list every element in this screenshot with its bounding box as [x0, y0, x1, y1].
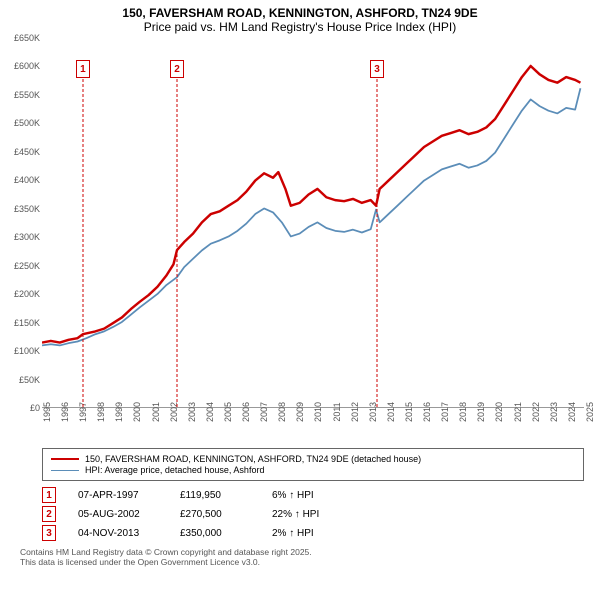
sales-row-pct: 6% ↑ HPI	[272, 490, 342, 501]
y-tick-label: £250K	[14, 261, 40, 271]
sales-row-date: 05-AUG-2002	[78, 509, 158, 520]
sales-row-pct: 2% ↑ HPI	[272, 528, 342, 539]
title-line2: Price paid vs. HM Land Registry's House …	[10, 20, 590, 34]
x-tick-label: 2005	[223, 402, 233, 422]
footer: Contains HM Land Registry data © Crown c…	[20, 547, 584, 567]
sales-row-num: 1	[42, 487, 56, 503]
x-tick-label: 2021	[513, 402, 523, 422]
x-tick-label: 1999	[114, 402, 124, 422]
y-tick-label: £550K	[14, 90, 40, 100]
x-tick-label: 2010	[313, 402, 323, 422]
sales-row-price: £270,500	[180, 509, 250, 520]
sales-row-price: £119,950	[180, 490, 250, 501]
legend-swatch-price-paid	[51, 458, 79, 460]
line-chart-svg	[42, 38, 584, 401]
y-tick-label: £0	[30, 403, 40, 413]
y-tick-label: £600K	[14, 61, 40, 71]
legend-item-hpi: HPI: Average price, detached house, Ashf…	[51, 465, 575, 475]
y-axis: £0£50K£100K£150K£200K£250K£300K£350K£400…	[10, 38, 42, 407]
x-tick-label: 2022	[531, 402, 541, 422]
y-tick-label: £300K	[14, 232, 40, 242]
y-tick-label: £350K	[14, 204, 40, 214]
x-tick-label: 2000	[132, 402, 142, 422]
sale-marker-vline	[177, 79, 178, 407]
x-tick-label: 2019	[476, 402, 486, 422]
y-tick-label: £200K	[14, 289, 40, 299]
sales-row-num: 3	[42, 525, 56, 541]
title-line1: 150, FAVERSHAM ROAD, KENNINGTON, ASHFORD…	[10, 6, 590, 20]
sales-row-date: 07-APR-1997	[78, 490, 158, 501]
series-line-price-paid	[42, 66, 580, 343]
x-tick-label: 1998	[96, 402, 106, 422]
sale-marker: 3	[370, 60, 384, 78]
x-tick-label: 2020	[494, 402, 504, 422]
sale-marker-vline	[376, 79, 377, 407]
x-tick-label: 1995	[42, 402, 52, 422]
x-tick-label: 2016	[422, 402, 432, 422]
series-line-hpi	[42, 88, 580, 345]
x-tick-label: 2015	[404, 402, 414, 422]
legend-item-price-paid: 150, FAVERSHAM ROAD, KENNINGTON, ASHFORD…	[51, 454, 575, 464]
x-tick-label: 2014	[386, 402, 396, 422]
legend-label-price-paid: 150, FAVERSHAM ROAD, KENNINGTON, ASHFORD…	[85, 454, 421, 464]
chart-title: 150, FAVERSHAM ROAD, KENNINGTON, ASHFORD…	[10, 6, 590, 34]
x-tick-label: 2025	[585, 402, 595, 422]
x-tick-label: 2018	[458, 402, 468, 422]
x-tick-label: 2023	[549, 402, 559, 422]
y-tick-label: £450K	[14, 147, 40, 157]
sales-row-pct: 22% ↑ HPI	[272, 509, 342, 520]
legend-label-hpi: HPI: Average price, detached house, Ashf…	[85, 465, 264, 475]
chart-plot-area: £0£50K£100K£150K£200K£250K£300K£350K£400…	[42, 38, 584, 408]
x-tick-label: 2012	[350, 402, 360, 422]
x-tick-label: 2001	[151, 402, 161, 422]
sale-marker-vline	[82, 79, 83, 407]
x-tick-label: 2009	[295, 402, 305, 422]
x-tick-label: 2011	[332, 402, 342, 421]
sales-table: 1 07-APR-1997 £119,950 6% ↑ HPI 2 05-AUG-2002…	[42, 487, 584, 541]
sales-row: 3 04-NOV-2013 £350,000 2% ↑ HPI	[42, 525, 584, 541]
sales-row: 1 07-APR-1997 £119,950 6% ↑ HPI	[42, 487, 584, 503]
y-tick-label: £650K	[14, 33, 40, 43]
y-tick-label: £400K	[14, 175, 40, 185]
x-axis: 1995199619971998199920002001200220032004…	[42, 408, 584, 442]
y-tick-label: £500K	[14, 118, 40, 128]
sale-marker: 1	[76, 60, 90, 78]
x-tick-label: 2024	[567, 402, 577, 422]
y-tick-label: £50K	[19, 375, 40, 385]
legend: 150, FAVERSHAM ROAD, KENNINGTON, ASHFORD…	[42, 448, 584, 481]
x-tick-label: 1996	[60, 402, 70, 422]
legend-swatch-hpi	[51, 470, 79, 471]
x-tick-label: 2006	[241, 402, 251, 422]
sales-row: 2 05-AUG-2002 £270,500 22% ↑ HPI	[42, 506, 584, 522]
x-tick-label: 2007	[259, 402, 269, 422]
y-tick-label: £100K	[14, 346, 40, 356]
y-tick-label: £150K	[14, 318, 40, 328]
sales-row-num: 2	[42, 506, 56, 522]
sales-row-price: £350,000	[180, 528, 250, 539]
sale-marker: 2	[170, 60, 184, 78]
x-tick-label: 2017	[440, 402, 450, 422]
footer-line2: This data is licensed under the Open Gov…	[20, 557, 584, 567]
footer-line1: Contains HM Land Registry data © Crown c…	[20, 547, 584, 557]
x-tick-label: 2004	[205, 402, 215, 422]
x-tick-label: 2008	[277, 402, 287, 422]
sales-row-date: 04-NOV-2013	[78, 528, 158, 539]
x-tick-label: 2003	[187, 402, 197, 422]
